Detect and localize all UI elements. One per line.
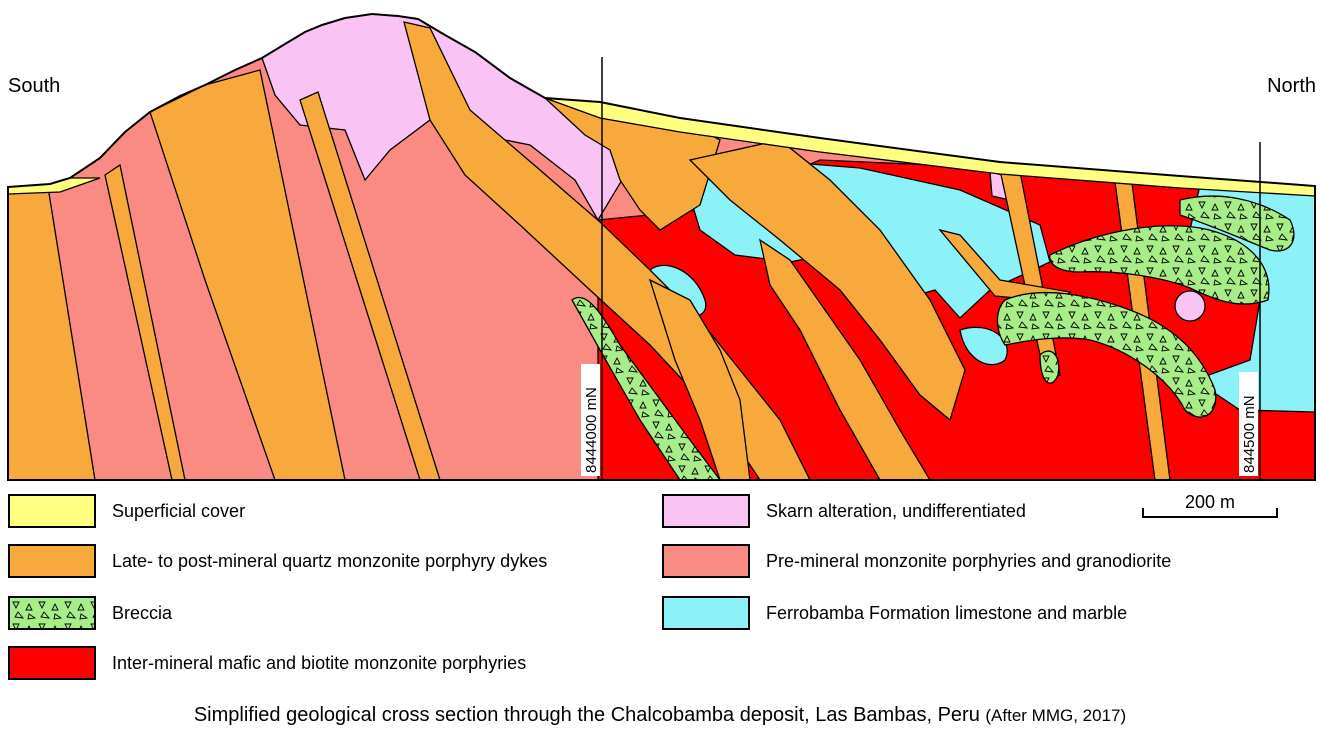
dyke-unit — [759, 238, 932, 480]
breccia-unit — [1179, 195, 1295, 252]
legend-item-breccia: Breccia — [8, 595, 172, 631]
breccia-unit — [571, 296, 722, 480]
dyke-unit — [648, 278, 751, 480]
breccia-unit — [1049, 225, 1270, 305]
legend-label-inter-mineral: Inter-mineral mafic and biotite monzonit… — [112, 652, 527, 673]
legend-swatch-breccia — [8, 596, 96, 630]
legend-label-skarn: Skarn alteration, undifferentiated — [766, 500, 1026, 521]
grid-label-844500: 844500 mN — [1241, 395, 1258, 473]
skarn-unit — [1174, 290, 1206, 322]
legend-swatch-dykes — [8, 544, 96, 578]
dyke-unit — [104, 163, 186, 480]
dyke-unit — [299, 91, 441, 480]
legend-label-breccia: Breccia — [112, 602, 173, 623]
geologic-units — [8, 14, 1315, 480]
figure-caption: Simplified geological cross section thro… — [0, 704, 1320, 727]
caption-source: (After MMG, 2017) — [985, 706, 1127, 725]
legend-swatch-limestone — [662, 596, 750, 630]
legend-label-dykes: Late- to post-mineral quartz monzonite p… — [112, 550, 548, 571]
legend-item-cover: Superficial cover — [8, 493, 245, 529]
legend-swatch-inter-mineral — [8, 646, 96, 680]
limestone-unit — [959, 326, 1008, 366]
legend-item-inter-mineral: Inter-mineral mafic and biotite monzonit… — [8, 645, 526, 681]
direction-label-south: South — [8, 75, 60, 97]
breccia-unit — [1039, 350, 1060, 384]
legend-item-dykes: Late- to post-mineral quartz monzonite p… — [8, 543, 547, 579]
dyke-unit — [688, 139, 966, 422]
section-outline — [7, 12, 1316, 481]
legend-label-pre-mineral: Pre-mineral monzonite porphyries and gra… — [766, 550, 1172, 571]
legend-item-skarn: Skarn alteration, undifferentiated — [662, 493, 1026, 529]
legend-swatch-cover — [8, 494, 96, 528]
legend-swatch-pre-mineral — [662, 544, 750, 578]
legend-item-limestone: Ferrobamba Formation limestone and marbl… — [662, 595, 1127, 631]
breccia-unit — [996, 291, 1217, 418]
direction-label-north: North — [1267, 75, 1316, 97]
legend-label-limestone: Ferrobamba Formation limestone and marbl… — [766, 602, 1128, 623]
legend-label-cover: Superficial cover — [112, 500, 246, 521]
legend-item-pre-mineral: Pre-mineral monzonite porphyries and gra… — [662, 543, 1171, 579]
caption-main: Simplified geological cross section thro… — [193, 704, 980, 726]
scale-label: 200 m — [1185, 492, 1235, 512]
legend-swatch-skarn — [662, 494, 750, 528]
grid-label-8444000: 8444000 mN — [583, 387, 600, 473]
scale-bar: 200 m — [1142, 492, 1278, 518]
